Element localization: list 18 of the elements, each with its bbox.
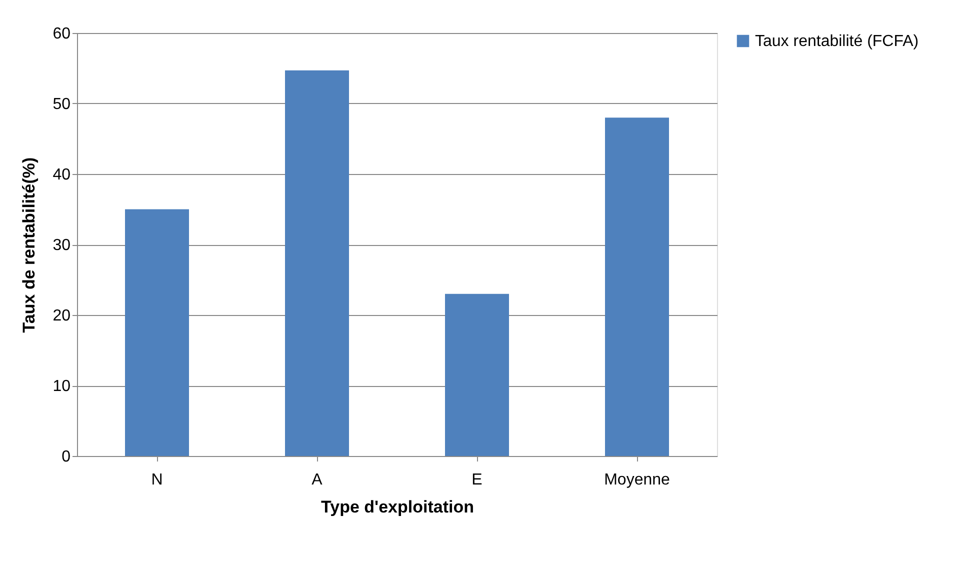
x-axis-title: Type d'exploitation [321, 498, 474, 516]
y-tick-label: 50 [52, 96, 71, 113]
x-tick-label: N [151, 472, 163, 488]
y-tick-label: 10 [52, 378, 71, 395]
y-axis-title: Taux de rentabilité(%) [20, 157, 39, 333]
y-tick-label: 40 [52, 166, 71, 184]
bar [125, 209, 189, 456]
x-tick-label: E [472, 472, 482, 488]
y-tick-label: 0 [62, 448, 71, 466]
bar [285, 70, 349, 456]
y-tick-label: 30 [52, 237, 71, 254]
x-tick-label: Moyenne [604, 472, 670, 488]
legend-label: Taux rentabilité (FCFA) [755, 33, 919, 50]
y-tick-label: 60 [52, 26, 71, 42]
x-tick-label: A [312, 472, 323, 488]
bar [605, 118, 669, 456]
y-tick-label: 20 [52, 308, 71, 324]
bar [445, 294, 509, 456]
